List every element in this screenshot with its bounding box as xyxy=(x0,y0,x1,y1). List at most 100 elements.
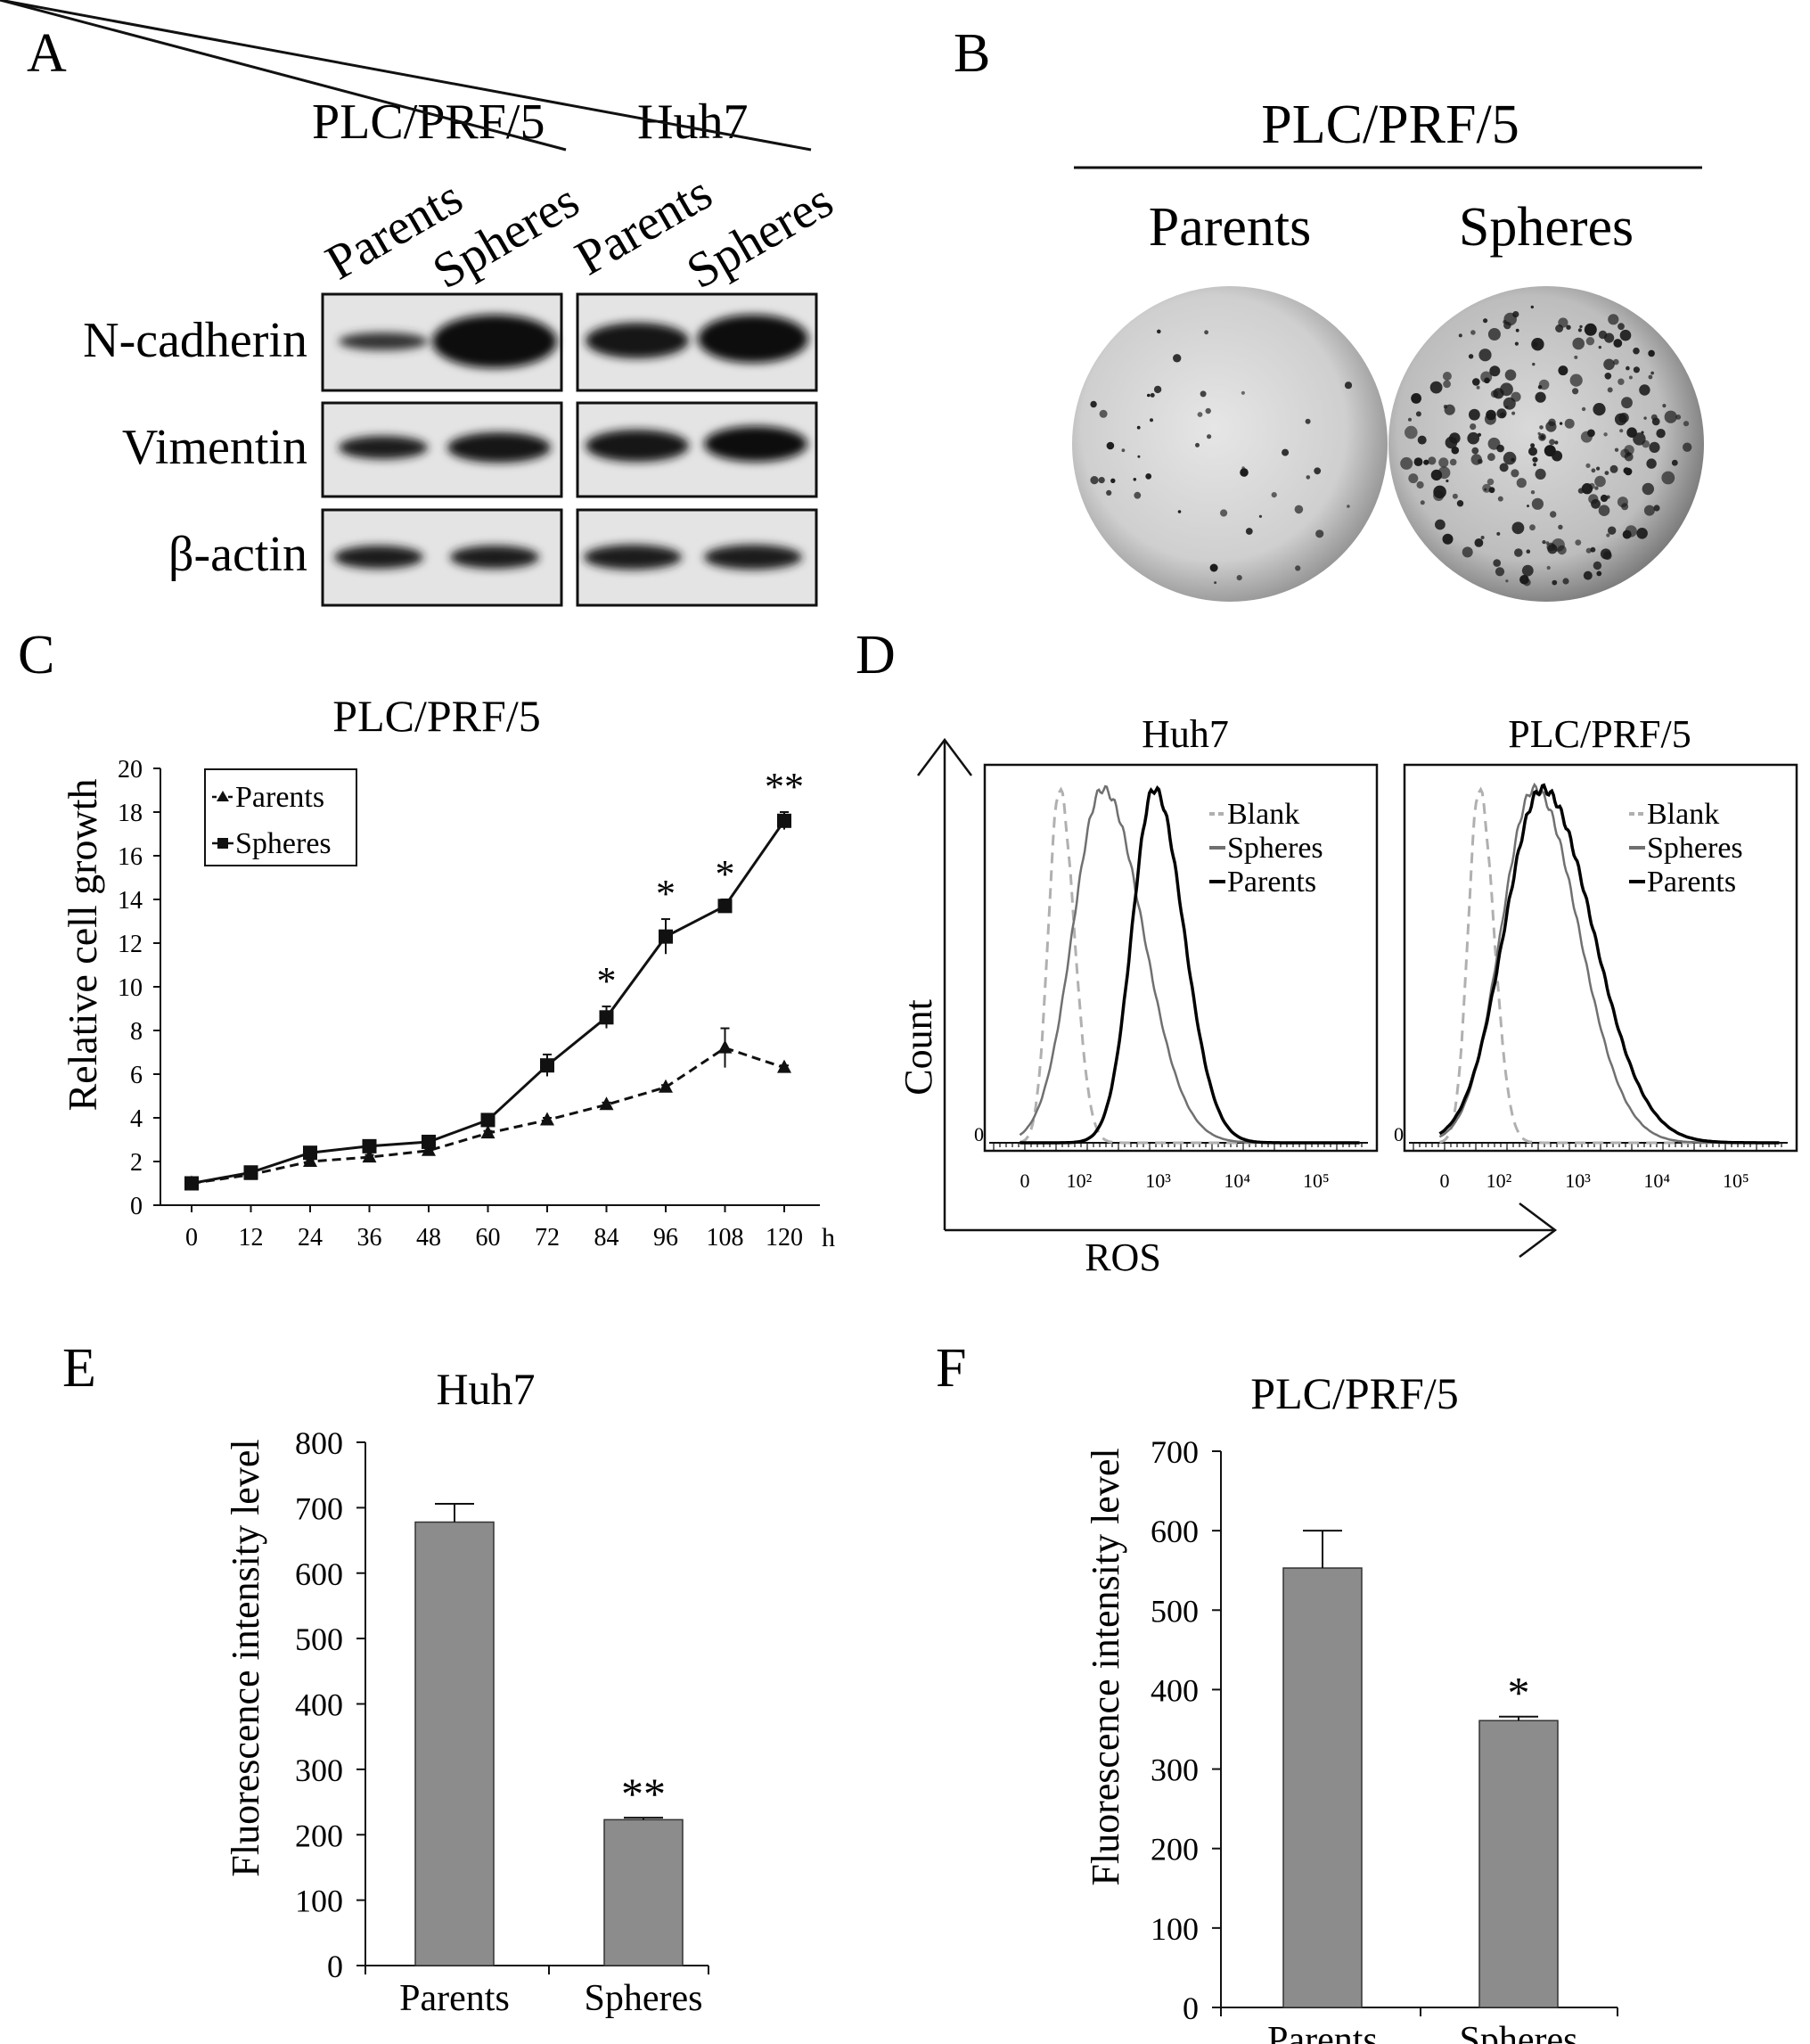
y-tick-label: 100 xyxy=(1151,1911,1199,1947)
legend-marker-spheres xyxy=(217,838,228,849)
colony-dot xyxy=(1173,354,1182,363)
colony-dot xyxy=(1500,412,1506,418)
blot-band xyxy=(339,332,428,350)
data-point-parents xyxy=(599,1096,614,1111)
colony-dot xyxy=(1444,404,1455,415)
data-point-parents xyxy=(540,1112,554,1126)
colony-dot xyxy=(1271,492,1277,498)
colony-dot xyxy=(1220,509,1228,517)
histogram-x-tick-label: 0 xyxy=(1440,1170,1450,1192)
colony-dot xyxy=(1530,490,1536,495)
colony-dot xyxy=(1622,529,1632,539)
y-tick-label: 400 xyxy=(1151,1672,1199,1708)
panel-e-bar-chart: Huh7 Fluorescence intensity level 0 100 20… xyxy=(224,1364,709,2019)
chart-f-ylabel: Fluorescence intensity level xyxy=(1084,1448,1127,1885)
data-point-spheres xyxy=(362,1138,377,1153)
colony-dot xyxy=(1315,529,1324,538)
chart-c-legend: Parents Spheres xyxy=(204,768,357,866)
y-tick-label: 100 xyxy=(295,1884,343,1919)
y-tick-label: 800 xyxy=(295,1425,343,1461)
y-tick-label: 200 xyxy=(1151,1832,1199,1868)
colony-dot xyxy=(1487,328,1501,341)
data-point-spheres xyxy=(303,1145,317,1161)
colony-dot xyxy=(1633,347,1640,355)
y-tick-label: 400 xyxy=(295,1687,343,1723)
colony-dot xyxy=(1438,457,1449,468)
bar-parents xyxy=(414,1521,495,1966)
y-tick-label: 8 xyxy=(130,1018,143,1046)
plate-label-parents: Parents xyxy=(1149,197,1312,258)
colony-dot xyxy=(1653,505,1660,512)
data-point-parents xyxy=(480,1125,495,1139)
x-tick-label: 48 xyxy=(416,1224,441,1252)
colony-dot xyxy=(1511,521,1525,535)
colony-dot xyxy=(1683,442,1692,452)
colony-dot xyxy=(1585,337,1595,346)
colony-dot xyxy=(1618,413,1629,423)
colony-dot xyxy=(1633,432,1646,446)
colony-dot xyxy=(1282,448,1290,456)
colony-plate-spheres xyxy=(1388,286,1704,602)
colony-dot xyxy=(1430,469,1443,481)
chart-e-ylabel: Fluorescence intensity level xyxy=(224,1439,267,1876)
legend-label-parents: Parents xyxy=(235,781,324,814)
y-tick-label: 14 xyxy=(118,887,143,915)
colony-dot xyxy=(1545,541,1550,546)
y-tick-label: 16 xyxy=(118,843,143,871)
colony-dot xyxy=(1469,408,1480,421)
colony-dot xyxy=(1177,510,1182,513)
colony-dot xyxy=(1607,387,1613,393)
colony-dot xyxy=(1583,571,1593,580)
colony-dot xyxy=(1429,381,1443,394)
blot-band xyxy=(447,432,551,463)
panel-letter-e: E xyxy=(62,1338,96,1399)
y-tick-label: 0 xyxy=(130,1193,143,1220)
colony-dot xyxy=(1236,575,1242,581)
colony-dot xyxy=(1195,442,1200,447)
histogram-legend-label-spheres: Spheres xyxy=(1647,832,1743,865)
colony-dot xyxy=(1574,355,1578,359)
colony-dot xyxy=(1451,446,1460,455)
colony-dot xyxy=(1604,471,1609,475)
data-point-spheres xyxy=(184,1176,199,1191)
colony-dot xyxy=(1577,328,1582,332)
histogram-y-zero: 0 xyxy=(1394,1123,1404,1145)
histogram-legend-label-parents: Parents xyxy=(1227,866,1316,899)
histogram-curve-parents xyxy=(1020,784,1360,1145)
blot-protein-label-2: Vimentin xyxy=(122,420,307,475)
colony-dot xyxy=(1530,305,1535,309)
y-tick-label: 700 xyxy=(1151,1434,1199,1470)
histogram-title-2: PLC/PRF/5 xyxy=(1508,712,1691,756)
colony-dot xyxy=(1552,450,1563,462)
colony-dot xyxy=(1593,561,1602,571)
colony-dot xyxy=(1651,417,1660,426)
bar-spheres xyxy=(603,1818,684,1966)
colony-dot xyxy=(1470,330,1476,335)
y-tick-label: 20 xyxy=(118,756,143,784)
histogram-title-1: Huh7 xyxy=(1142,712,1229,756)
histogram-legend-label-spheres: Spheres xyxy=(1227,832,1323,865)
colony-dot xyxy=(1314,467,1322,475)
colony-dot xyxy=(1618,323,1625,331)
colony-dot xyxy=(1405,425,1418,439)
colony-dot xyxy=(1408,473,1419,484)
colony-dot xyxy=(1433,489,1445,502)
colony-dot xyxy=(1499,463,1509,472)
y-tick-label: 300 xyxy=(295,1753,343,1788)
panel-letter-d: D xyxy=(856,625,896,685)
colony-dot xyxy=(1435,519,1446,530)
colony-dot xyxy=(1539,425,1544,430)
panel-letter-f: F xyxy=(936,1338,966,1399)
colony-dot xyxy=(1623,467,1630,474)
colony-dot xyxy=(1090,400,1097,408)
colony-dot xyxy=(1133,478,1137,481)
blot-band xyxy=(586,430,689,462)
colony-dot xyxy=(1529,524,1536,531)
colony-dot xyxy=(1205,407,1211,415)
colony-dot xyxy=(1413,457,1423,466)
colony-dot xyxy=(1428,456,1437,465)
colony-dot xyxy=(1535,468,1546,480)
colony-dot xyxy=(1486,478,1495,486)
colony-dot xyxy=(1603,358,1615,371)
colony-dot xyxy=(1137,455,1141,458)
